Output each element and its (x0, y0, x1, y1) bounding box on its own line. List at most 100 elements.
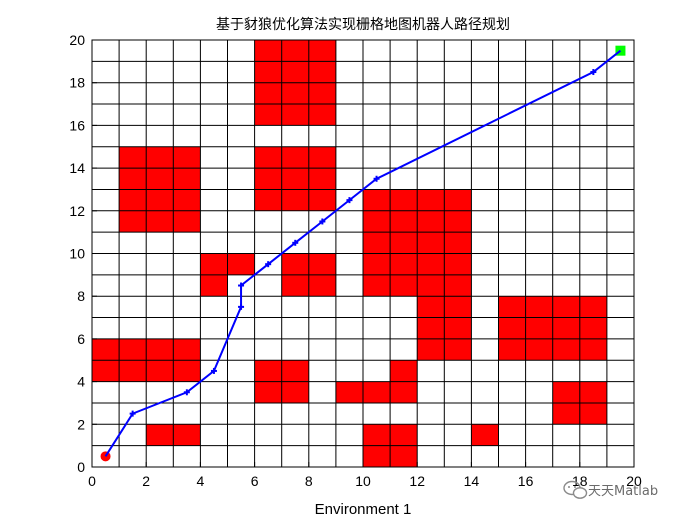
obstacle-cell (254, 104, 282, 126)
obstacle-cell (363, 189, 391, 211)
obstacle-cell (525, 317, 553, 339)
obstacle-cell (390, 210, 418, 233)
obstacle-cell (119, 189, 147, 211)
x-tick-label: 14 (464, 473, 480, 489)
obstacle-cell (119, 338, 147, 361)
obstacle-cell (92, 338, 120, 361)
obstacle-cell (552, 381, 580, 403)
obstacle-cell (92, 360, 120, 382)
obstacle-cell (390, 381, 418, 403)
obstacle-cell (444, 189, 472, 211)
obstacle-cell (308, 189, 336, 211)
obstacle-cell (417, 232, 445, 254)
obstacle-cell (254, 168, 282, 190)
obstacle-cell (281, 189, 309, 211)
path-point (373, 175, 380, 182)
obstacle-cell (390, 189, 418, 211)
path-point (292, 239, 299, 246)
obstacle-cell (281, 82, 309, 105)
obstacle-cell (281, 61, 309, 83)
obstacle-cell (552, 338, 580, 361)
x-tick-label: 16 (518, 473, 534, 489)
obstacle-cell (254, 381, 282, 403)
obstacle-cell (146, 424, 174, 446)
obstacle-cell (444, 338, 472, 361)
obstacle-cell (173, 189, 201, 211)
obstacle-cell (417, 274, 445, 297)
x-tick-label: 0 (88, 473, 96, 489)
obstacle-cell (417, 296, 445, 318)
obstacle-cell (173, 338, 201, 361)
obstacle-cell (363, 445, 391, 467)
path-point (210, 367, 217, 374)
obstacle-cell (308, 82, 336, 105)
obstacle-cell (254, 189, 282, 211)
obstacle-cell (552, 402, 580, 425)
obstacle-cell (281, 381, 309, 403)
path-point (183, 389, 190, 396)
obstacle-cell (281, 360, 309, 382)
y-tick-label: 4 (77, 374, 85, 390)
obstacle-cell (579, 338, 607, 361)
obstacle-cell (444, 232, 472, 254)
y-tick-label: 20 (69, 32, 85, 48)
y-tick-labels: 0 2 4 6 8 10 12 14 16 18 20 (69, 32, 97, 475)
x-tick-label: 12 (409, 473, 425, 489)
obstacle-cell (308, 40, 336, 62)
obstacle-cell (471, 424, 499, 446)
plot-area (91, 39, 635, 468)
obstacle-cell (281, 40, 309, 62)
y-tick-label: 12 (69, 203, 85, 219)
obstacle-cell (308, 253, 336, 275)
y-tick-label: 16 (69, 117, 85, 133)
x-tick-labels: 0 2 4 6 8 10 12 14 16 18 20 (88, 462, 642, 489)
y-tick-label: 0 (77, 459, 85, 475)
obstacle-cell (119, 146, 147, 169)
obstacle-cell (552, 317, 580, 339)
obstacle-cell (390, 274, 418, 297)
obstacle-cell (254, 146, 282, 169)
obstacle-cell (281, 274, 309, 297)
obstacle-cell (308, 168, 336, 190)
obstacle-cell (444, 210, 472, 233)
obstacle-cell (119, 210, 147, 233)
obstacle-cell (498, 296, 526, 318)
obstacle-cell (390, 253, 418, 275)
obstacle-cell (417, 210, 445, 233)
obstacle-cell (254, 61, 282, 83)
x-axis-label: Environment 1 (315, 501, 412, 518)
obstacle-cell (363, 381, 391, 403)
obstacle-cell (417, 189, 445, 211)
path-point (319, 218, 326, 225)
y-tick-label: 8 (77, 288, 85, 304)
obstacle-cell (363, 210, 391, 233)
obstacle-cell (146, 189, 174, 211)
y-tick-label: 2 (77, 416, 85, 432)
obstacle-cell (146, 360, 174, 382)
watermark-text: 天天Matlab (588, 484, 658, 499)
y-tick-label: 14 (69, 160, 85, 176)
obstacle-cell (417, 338, 445, 361)
x-tick-label: 10 (355, 473, 371, 489)
obstacle-cell (417, 317, 445, 339)
y-tick-label: 6 (77, 331, 85, 347)
obstacle-cell (173, 146, 201, 169)
watermark: 天天Matlab (563, 480, 658, 499)
path-point (346, 197, 353, 204)
x-tick-label: 6 (251, 473, 259, 489)
obstacle-cell (390, 424, 418, 446)
obstacle-cell (498, 317, 526, 339)
obstacle-cell (119, 168, 147, 190)
wechat-icon (563, 480, 588, 499)
obstacle-cell (146, 168, 174, 190)
obstacle-cell (308, 104, 336, 126)
x-tick-label: 18 (572, 473, 588, 489)
obstacle-cell (363, 232, 391, 254)
obstacle-cell (281, 168, 309, 190)
path-point (129, 410, 136, 417)
obstacle-cell (390, 232, 418, 254)
obstacle-cell (417, 253, 445, 275)
obstacle-cell (173, 424, 201, 446)
obstacle-cell (281, 104, 309, 126)
